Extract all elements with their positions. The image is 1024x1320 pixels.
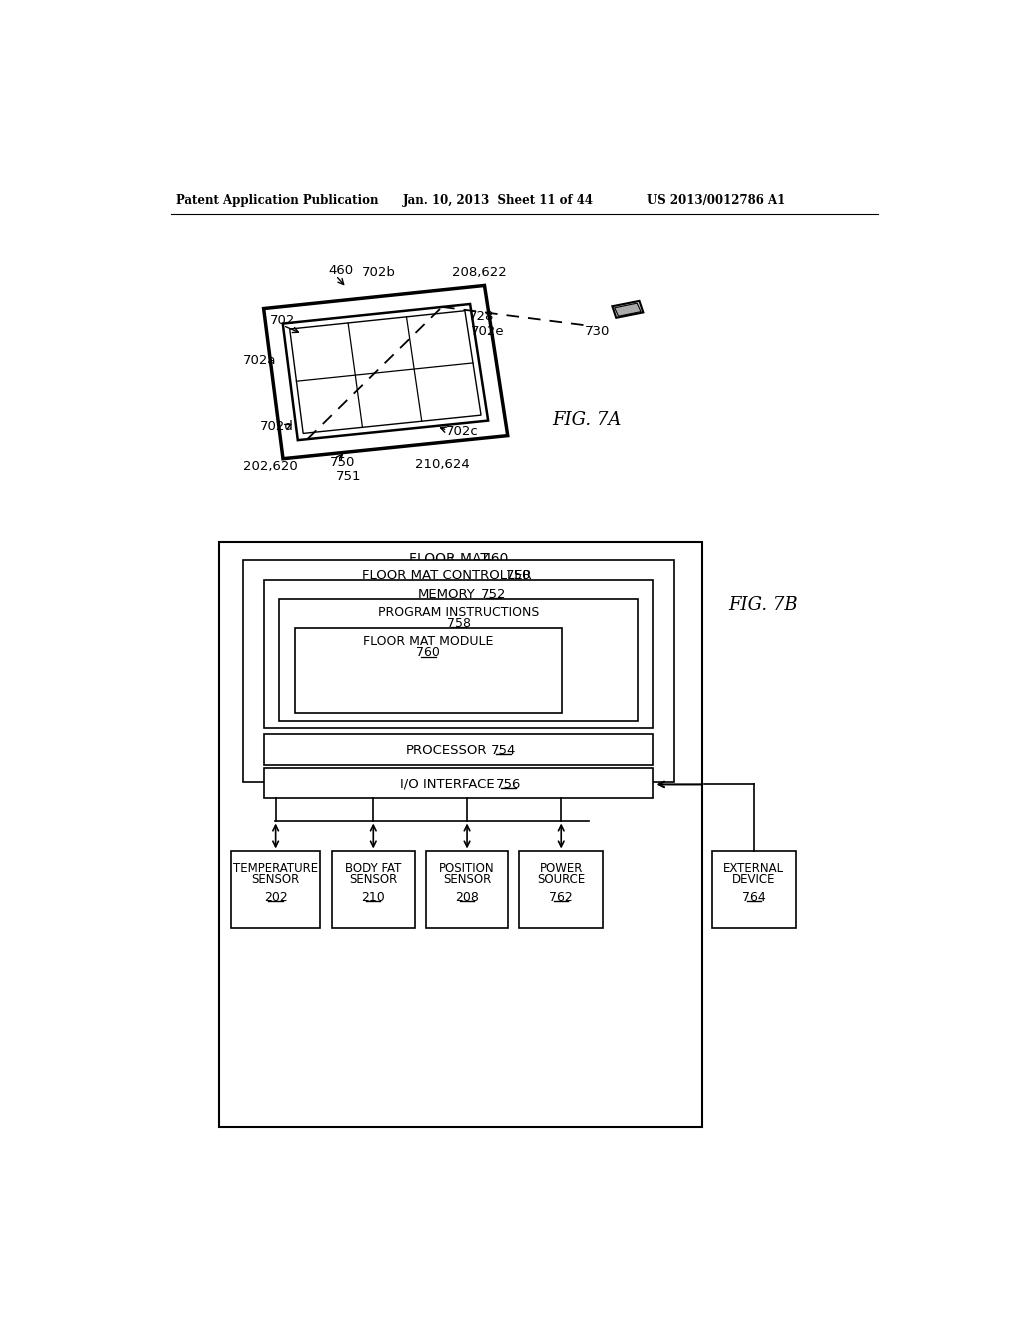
Bar xyxy=(263,734,653,766)
Polygon shape xyxy=(263,285,508,459)
Text: 764: 764 xyxy=(742,891,766,904)
Text: I/O INTERFACE: I/O INTERFACE xyxy=(399,777,495,791)
Text: FLOOR MAT CONTROLLER: FLOOR MAT CONTROLLER xyxy=(362,569,531,582)
Text: US 2013/0012786 A1: US 2013/0012786 A1 xyxy=(647,194,785,207)
Text: FLOOR MAT: FLOOR MAT xyxy=(409,552,488,566)
Text: 702a: 702a xyxy=(243,354,276,367)
Text: 208: 208 xyxy=(455,891,479,904)
Text: 702b: 702b xyxy=(362,265,396,279)
Text: 750: 750 xyxy=(506,569,531,582)
Text: SENSOR: SENSOR xyxy=(349,874,397,887)
Text: 758: 758 xyxy=(446,616,471,630)
Text: POSITION: POSITION xyxy=(439,862,495,875)
Text: 210,624: 210,624 xyxy=(415,458,469,471)
Text: 762: 762 xyxy=(549,891,573,904)
Polygon shape xyxy=(612,301,643,318)
Text: TEMPERATURE: TEMPERATURE xyxy=(233,862,318,875)
Text: 702d: 702d xyxy=(260,420,294,433)
Polygon shape xyxy=(614,304,641,317)
Bar xyxy=(243,561,675,781)
Text: Jan. 10, 2013  Sheet 11 of 44: Jan. 10, 2013 Sheet 11 of 44 xyxy=(403,194,594,207)
Text: SOURCE: SOURCE xyxy=(538,874,586,887)
Bar xyxy=(263,581,653,729)
Bar xyxy=(295,628,562,713)
Text: PROGRAM INSTRUCTIONS: PROGRAM INSTRUCTIONS xyxy=(378,606,540,619)
Bar xyxy=(426,851,508,928)
Text: 202: 202 xyxy=(264,891,288,904)
Text: Patent Application Publication: Patent Application Publication xyxy=(176,194,379,207)
Text: BODY FAT: BODY FAT xyxy=(345,862,401,875)
Text: 208,622: 208,622 xyxy=(452,265,507,279)
Text: 730: 730 xyxy=(586,325,610,338)
Bar xyxy=(332,851,415,928)
Text: 750: 750 xyxy=(330,455,355,469)
Text: 702c: 702c xyxy=(445,425,478,438)
Text: SENSOR: SENSOR xyxy=(443,874,492,887)
Text: 751: 751 xyxy=(336,470,361,483)
Text: FIG. 7A: FIG. 7A xyxy=(553,412,622,429)
Bar xyxy=(519,851,603,928)
Text: MEMORY: MEMORY xyxy=(418,587,476,601)
Text: 202,620: 202,620 xyxy=(243,459,297,473)
Text: 728: 728 xyxy=(469,310,495,323)
Text: 702e: 702e xyxy=(471,325,505,338)
Bar xyxy=(280,599,638,721)
Text: 460: 460 xyxy=(482,552,509,566)
Text: FLOOR MAT MODULE: FLOOR MAT MODULE xyxy=(364,635,494,648)
Text: 756: 756 xyxy=(497,777,521,791)
Bar xyxy=(263,768,653,797)
Text: 752: 752 xyxy=(480,587,506,601)
Text: 702: 702 xyxy=(270,314,295,326)
Bar xyxy=(219,543,701,1127)
Text: POWER: POWER xyxy=(540,862,583,875)
Bar xyxy=(712,851,796,928)
Polygon shape xyxy=(283,304,488,440)
Text: PROCESSOR: PROCESSOR xyxy=(407,744,487,758)
Text: 760: 760 xyxy=(417,647,440,659)
Bar xyxy=(231,851,321,928)
Text: 460: 460 xyxy=(328,264,353,277)
Text: EXTERNAL: EXTERNAL xyxy=(723,862,784,875)
Text: FIG. 7B: FIG. 7B xyxy=(729,597,799,614)
Text: SENSOR: SENSOR xyxy=(252,874,300,887)
Text: 754: 754 xyxy=(490,744,516,758)
Text: 210: 210 xyxy=(361,891,385,904)
Text: DEVICE: DEVICE xyxy=(732,874,775,887)
